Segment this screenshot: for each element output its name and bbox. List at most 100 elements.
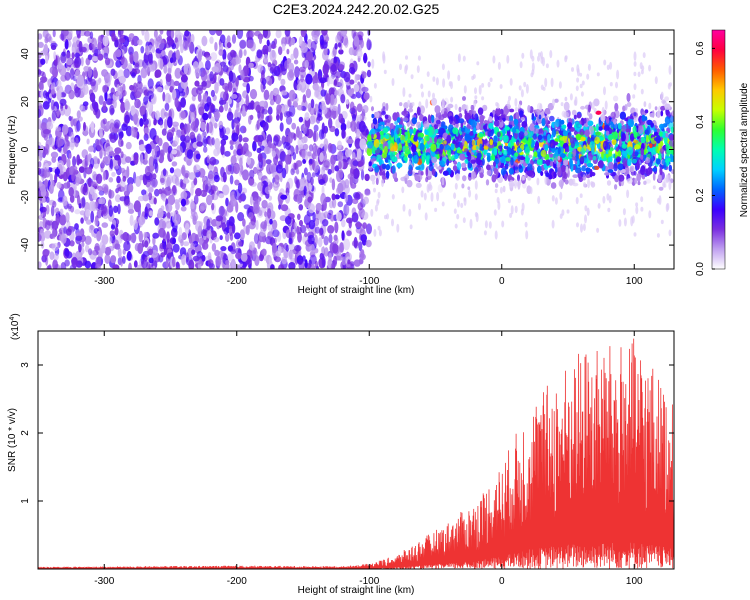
spectrogram-cell <box>89 186 94 195</box>
spectrogram-cell <box>40 228 44 236</box>
spectrogram-cell <box>254 255 260 267</box>
spectrogram-cell <box>207 137 213 146</box>
spectrogram-cell <box>164 84 169 91</box>
spectrogram-cell <box>108 177 114 183</box>
spectrogram-cell <box>338 161 342 170</box>
spectrogram-cell <box>200 99 205 107</box>
spectrogram-cell <box>188 172 196 180</box>
spectrogram-cell <box>148 191 153 201</box>
spectrogram-cell <box>338 49 344 55</box>
spectrogram-cell <box>352 198 359 205</box>
spectrogram-cell <box>300 42 308 54</box>
spectrogram-cell <box>263 89 270 101</box>
spectrogram-cell <box>296 180 300 189</box>
spectrogram-cell <box>270 264 275 269</box>
spectrogram-cell <box>68 152 72 159</box>
spectrogram-cell <box>312 145 320 157</box>
spectrogram-cell <box>361 211 369 220</box>
spectrogram-cell <box>204 94 208 100</box>
spectrogram-cell <box>352 160 359 167</box>
spectrogram-cell <box>366 39 372 51</box>
spectrogram-cell <box>123 68 130 79</box>
spectrogram-cell <box>353 35 360 47</box>
spectrogram-cell <box>193 164 201 173</box>
spectrogram-cell <box>355 132 361 138</box>
spectrogram-cell <box>180 206 187 212</box>
spectrogram-cell <box>360 193 364 200</box>
spectrogram-cell <box>348 67 356 74</box>
spectrogram-cell <box>55 213 60 226</box>
spectrogram-cell <box>158 188 163 195</box>
spectrogram-cell <box>337 103 341 116</box>
spectrogram-cell <box>284 60 290 70</box>
spectrogram-cell <box>102 100 107 112</box>
spectrogram-cell <box>94 217 99 227</box>
spectrogram-cell <box>195 188 202 197</box>
spectrogram-cell <box>185 124 190 136</box>
spectrogram-cell <box>220 144 225 156</box>
spectrogram-cell <box>304 59 309 68</box>
spectrogram-cell <box>143 127 150 134</box>
spectrogram-cell <box>300 225 307 234</box>
spectrogram-cell <box>240 69 245 81</box>
spectrogram-cell <box>174 97 179 108</box>
spectrogram-cell <box>137 39 143 46</box>
spectrogram-cell <box>358 120 366 133</box>
spectrogram-cell <box>345 261 353 269</box>
spectrogram-cell <box>202 50 206 57</box>
spectrogram-cell <box>165 72 172 83</box>
spectrogram-cell <box>335 34 341 44</box>
spectrogram-cell <box>112 264 120 269</box>
spectrogram-cell <box>42 90 48 99</box>
spectrogram-cell <box>254 134 261 142</box>
spectrogram-cell <box>175 49 180 60</box>
spectrogram-cell <box>652 167 657 172</box>
spectrogram-cell <box>111 32 116 42</box>
spectrogram-cell <box>308 144 314 152</box>
spectrogram-cell <box>56 181 62 189</box>
spectrogram-cell <box>65 212 70 223</box>
spectrogram-cell <box>337 42 342 48</box>
spectrogram-cell <box>62 182 71 189</box>
spectrogram-cell <box>320 89 327 97</box>
spectrogram-cell <box>425 176 429 183</box>
spectrogram-cell <box>224 150 231 157</box>
spectrogram-cell <box>181 254 186 266</box>
spectrogram-cell <box>329 177 333 183</box>
spectrogram-cell <box>90 181 98 187</box>
spectrogram-cell <box>361 71 367 79</box>
spectrogram-cell <box>132 82 138 93</box>
spectrogram-cell <box>246 83 251 94</box>
spectrogram-cell <box>284 30 291 37</box>
spectrogram-cell <box>222 184 230 196</box>
spectrogram-cell <box>183 241 190 247</box>
spectrogram-cell <box>234 247 242 255</box>
spectrogram-cell <box>134 68 141 75</box>
spectrogram-cell <box>159 58 164 70</box>
spectrogram-cell <box>290 231 295 238</box>
spectrogram-cell <box>40 58 46 65</box>
spectrogram-cell <box>249 195 254 206</box>
spectrogram-cell <box>154 188 160 197</box>
spectrogram-cell <box>238 64 242 74</box>
spectrogram-cell <box>54 168 60 175</box>
spectrogram-cell <box>113 205 119 213</box>
spectrogram-cell <box>171 149 178 155</box>
spectrogram-cell <box>182 178 190 184</box>
spectrogram-cell <box>331 193 336 201</box>
spectrogram-cell <box>50 151 59 158</box>
spectrogram-cell <box>169 79 175 91</box>
spectrogram-cell <box>330 162 335 174</box>
spectrogram-cell <box>88 200 96 212</box>
spectrogram-cell <box>351 212 359 223</box>
spectrogram-cell <box>159 78 163 87</box>
spectrogram-cell <box>85 209 91 218</box>
spectrogram-cell <box>527 105 531 113</box>
spectrogram-cell <box>98 95 104 105</box>
spectrogram-cell <box>312 83 319 91</box>
spectrogram-cell <box>136 87 143 96</box>
spectrogram-cell <box>462 96 466 101</box>
spectrogram-cell <box>318 179 326 185</box>
spectrogram-cell <box>227 52 234 61</box>
spectrogram-cell <box>88 248 93 256</box>
